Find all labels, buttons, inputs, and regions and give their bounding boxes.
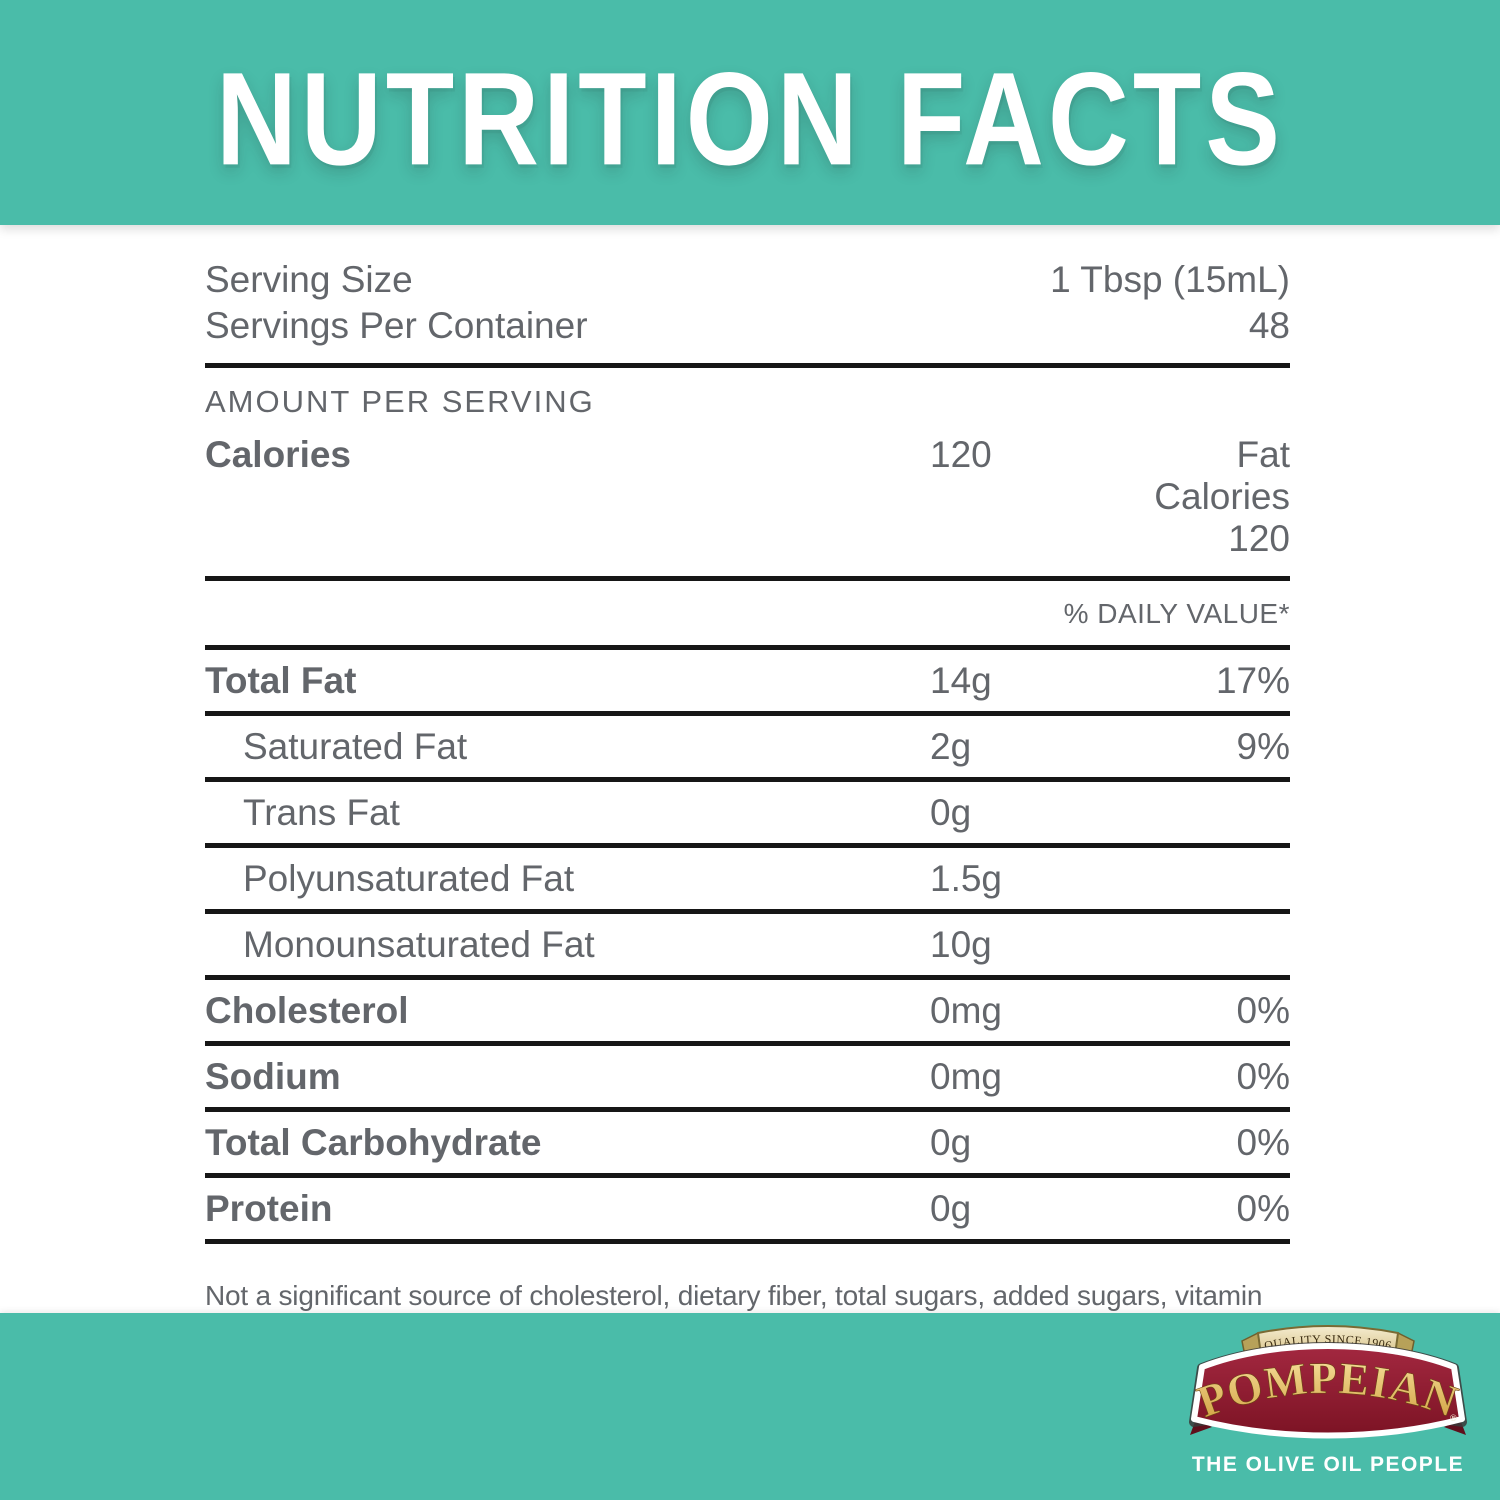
nutrient-daily-value: 0% (1236, 1187, 1290, 1229)
amount-per-serving-heading: AMOUNT PER SERVING (205, 384, 595, 419)
nutrient-daily-value: 0% (1236, 1121, 1290, 1163)
nutrient-amount: 2g (930, 725, 972, 767)
nutrient-amount: 14g (930, 659, 992, 701)
calories-label: Calories (205, 434, 352, 475)
serving-size-value: 1 Tbsp (15mL) (1050, 259, 1290, 300)
nutrient-label: Protein (205, 1187, 333, 1229)
nutrient-amount: 0mg (930, 1055, 1002, 1097)
nutrient-daily-value: 0% (1236, 1055, 1290, 1097)
serving-info-section: Serving Size 1 Tbsp (15mL) Servings Per … (205, 225, 1290, 349)
nutrient-label: Total Carbohydrate (205, 1121, 542, 1163)
divider-rule (205, 645, 1290, 650)
table-row-polyunsaturated-fat: Polyunsaturated Fat 1.5g (205, 848, 1290, 914)
nutrient-label: Sodium (205, 1055, 341, 1097)
footer-band: QUALITY SINCE 1906 POMPEIAN ® THE (0, 1313, 1500, 1500)
table-row-sodium: Sodium 0mg 0% (205, 1046, 1290, 1112)
page-title: NUTRITION FACTS (216, 45, 1284, 193)
table-row-cholesterol: Cholesterol 0mg 0% (205, 980, 1290, 1046)
nutrient-daily-value: 9% (1236, 725, 1290, 767)
footnote-line: Not a significant source of cholesterol,… (205, 1280, 1263, 1311)
table-row-monounsaturated-fat: Monounsaturated Fat 10g (205, 914, 1290, 980)
daily-value-heading: % DAILY VALUE* (1063, 598, 1290, 629)
pompeian-logo: QUALITY SINCE 1906 POMPEIAN ® (1189, 1325, 1467, 1439)
nutrient-label: Polyunsaturated Fat (243, 857, 575, 899)
nutrient-label: Total Fat (205, 659, 357, 701)
nutrient-amount: 10g (930, 923, 992, 965)
servings-per-container-label: Servings Per Container (205, 305, 588, 346)
banner: POMPEIAN ® (1189, 1342, 1467, 1439)
table-row-saturated-fat: Saturated Fat 2g 9% (205, 716, 1290, 782)
brand-block: QUALITY SINCE 1906 POMPEIAN ® THE (1178, 1323, 1478, 1477)
divider-rule (205, 576, 1290, 581)
nutrient-amount: 0g (930, 791, 972, 833)
brand-tagline: THE OLIVE OIL PEOPLE (1191, 1453, 1465, 1476)
table-row-protein: Protein 0g 0% (205, 1178, 1290, 1244)
nutrient-amount: 0g (930, 1187, 972, 1229)
servings-per-container-value: 48 (1248, 305, 1290, 346)
servings-per-container-row: Servings Per Container 48 (205, 303, 1290, 349)
fat-calories-value: Fat Calories 120 (1154, 434, 1290, 559)
table-row-total-carbohydrate: Total Carbohydrate 0g 0% (205, 1112, 1290, 1178)
nutrient-label: Monounsaturated Fat (243, 923, 595, 965)
nutrition-table: Serving Size 1 Tbsp (15mL) Servings Per … (205, 225, 1290, 1403)
table-row-total-fat: Total Fat 14g 17% (205, 650, 1290, 716)
table-row-trans-fat: Trans Fat 0g (205, 782, 1290, 848)
nutrient-daily-value: 0% (1236, 989, 1290, 1031)
registered-mark: ® (1450, 1413, 1457, 1423)
nutrient-label: Trans Fat (243, 791, 400, 833)
nutrient-amount: 1.5g (930, 857, 1003, 899)
nutrient-amount: 0mg (930, 989, 1002, 1031)
serving-size-row: Serving Size 1 Tbsp (15mL) (205, 257, 1290, 303)
calories-row: Calories 120 Fat Calories 120 (205, 434, 1290, 560)
header-band: NUTRITION FACTS (0, 0, 1500, 225)
nutrient-label: Cholesterol (205, 989, 409, 1031)
serving-size-label: Serving Size (205, 259, 413, 300)
divider-rule (205, 363, 1290, 368)
calories-value: 120 (930, 434, 992, 475)
nutrient-label: Saturated Fat (243, 725, 468, 767)
nutrient-amount: 0g (930, 1121, 972, 1163)
nutrient-daily-value: 17% (1215, 659, 1290, 701)
